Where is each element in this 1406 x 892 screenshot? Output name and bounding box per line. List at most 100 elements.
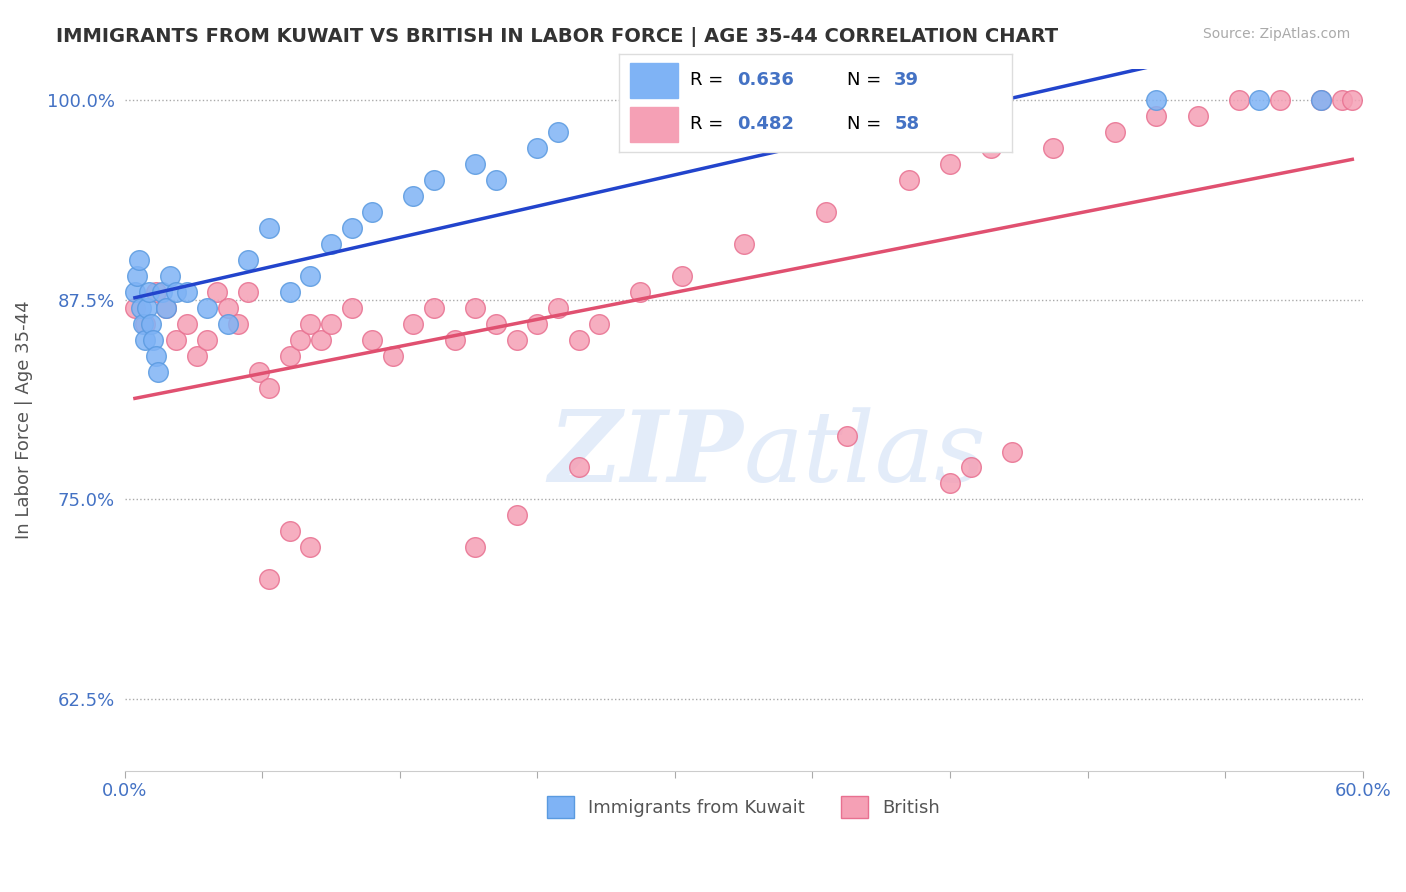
Point	[939, 476, 962, 491]
Point	[1227, 94, 1250, 108]
Point	[217, 317, 239, 331]
Point	[485, 317, 508, 331]
Point	[146, 365, 169, 379]
Point	[1310, 94, 1333, 108]
Bar	[630, 63, 678, 98]
Point	[257, 572, 280, 586]
Point	[1042, 141, 1064, 155]
Point	[288, 333, 311, 347]
Point	[165, 333, 187, 347]
Point	[423, 173, 446, 187]
Point	[145, 285, 167, 299]
Legend: Immigrants from Kuwait, British: Immigrants from Kuwait, British	[540, 789, 948, 825]
Point	[195, 301, 218, 315]
Point	[124, 285, 146, 299]
Bar	[630, 108, 678, 142]
Point	[567, 333, 589, 347]
Text: 58: 58	[894, 115, 920, 133]
Point	[1144, 94, 1167, 108]
Point	[145, 349, 167, 363]
Point	[361, 205, 384, 219]
Point	[195, 333, 218, 347]
Point	[402, 317, 425, 331]
Point	[1104, 125, 1126, 139]
Y-axis label: In Labor Force | Age 35-44: In Labor Force | Age 35-44	[15, 301, 32, 539]
Point	[733, 237, 755, 252]
Point	[141, 317, 163, 331]
Point	[176, 317, 198, 331]
Text: R =: R =	[689, 115, 728, 133]
Point	[128, 253, 150, 268]
Point	[134, 317, 156, 331]
Point	[257, 221, 280, 235]
Text: 0.636: 0.636	[737, 71, 793, 89]
Point	[835, 428, 858, 442]
Point	[257, 381, 280, 395]
Point	[309, 333, 332, 347]
Point	[132, 317, 155, 331]
Point	[485, 173, 508, 187]
Point	[165, 285, 187, 299]
Point	[630, 109, 652, 123]
Point	[299, 317, 322, 331]
Text: 0.482: 0.482	[737, 115, 794, 133]
Point	[443, 333, 465, 347]
Point	[361, 333, 384, 347]
Point	[505, 333, 527, 347]
Point	[1187, 109, 1209, 123]
Point	[207, 285, 229, 299]
Point	[588, 317, 610, 331]
Point	[464, 301, 486, 315]
Point	[319, 237, 342, 252]
Point	[129, 301, 152, 315]
Point	[897, 94, 920, 108]
Point	[340, 301, 363, 315]
Text: N =: N =	[846, 71, 887, 89]
Text: atlas: atlas	[744, 407, 987, 502]
Point	[340, 221, 363, 235]
Point	[278, 524, 301, 539]
Point	[124, 301, 146, 315]
Point	[733, 109, 755, 123]
Point	[939, 157, 962, 171]
Point	[815, 205, 838, 219]
Point	[176, 285, 198, 299]
Point	[138, 285, 160, 299]
Text: ZIP: ZIP	[548, 407, 744, 503]
Point	[959, 460, 981, 475]
Point	[1341, 94, 1364, 108]
Point	[547, 301, 569, 315]
Text: N =: N =	[846, 115, 887, 133]
Point	[526, 141, 548, 155]
Point	[155, 301, 177, 315]
Point	[247, 365, 270, 379]
Point	[381, 349, 404, 363]
Point	[897, 173, 920, 187]
Point	[1144, 109, 1167, 123]
Point	[217, 301, 239, 315]
Point	[134, 333, 156, 347]
Point	[423, 301, 446, 315]
Point	[136, 301, 159, 315]
Point	[125, 268, 148, 283]
Point	[159, 268, 181, 283]
Point	[630, 285, 652, 299]
Text: Source: ZipAtlas.com: Source: ZipAtlas.com	[1202, 27, 1350, 41]
Point	[505, 508, 527, 523]
Point	[671, 268, 693, 283]
Point	[402, 189, 425, 203]
Point	[186, 349, 208, 363]
Point	[980, 141, 1002, 155]
Point	[319, 317, 342, 331]
Point	[567, 460, 589, 475]
Point	[238, 285, 260, 299]
Point	[278, 285, 301, 299]
Point	[464, 157, 486, 171]
Point	[238, 253, 260, 268]
Point	[278, 349, 301, 363]
Point	[547, 125, 569, 139]
Point	[150, 285, 173, 299]
Point	[226, 317, 249, 331]
Point	[299, 268, 322, 283]
Point	[142, 333, 165, 347]
